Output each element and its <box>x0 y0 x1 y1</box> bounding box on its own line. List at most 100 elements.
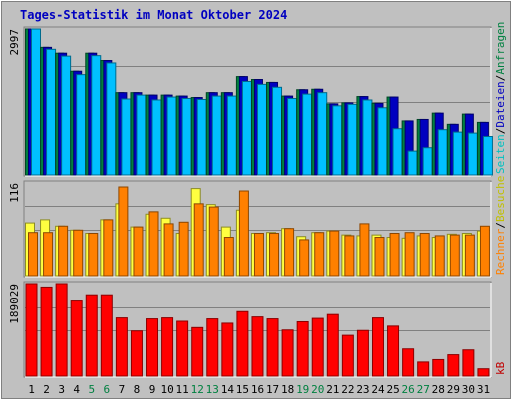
bar-kb-7 <box>115 317 128 377</box>
bar-rechner-26 <box>404 232 415 277</box>
bar-kb-16 <box>251 316 264 377</box>
legend-entry: Dateien <box>494 81 507 127</box>
bar-seiten-7 <box>121 98 132 176</box>
legend-bottom: kB <box>494 361 507 375</box>
legend-entry: / <box>494 222 507 229</box>
bar-rechner-21 <box>329 230 340 277</box>
bar-seiten-17 <box>272 86 283 176</box>
bar-seiten-1 <box>31 28 41 176</box>
bar-kb-30 <box>462 349 475 377</box>
bar-kb-27 <box>417 361 430 377</box>
bar-rechner-5 <box>88 233 99 277</box>
panel-bottom: 189029 kB <box>8 281 507 378</box>
x-tick-label-24: 24 <box>371 383 385 396</box>
x-tick-label-13: 13 <box>206 383 219 396</box>
bar-seiten-28 <box>437 129 448 176</box>
panel-middle: 116 Rechner/Besuche <box>8 176 507 278</box>
bar-seiten-24 <box>377 107 388 176</box>
bar-rechner-24 <box>374 237 385 277</box>
bar-rechner-25 <box>389 233 400 277</box>
x-tick-label-22: 22 <box>341 383 354 396</box>
x-tick-label-23: 23 <box>356 383 369 396</box>
bar-rechner-19 <box>299 239 310 277</box>
bar-rechner-16 <box>253 233 264 277</box>
bar-rechner-3 <box>58 225 69 277</box>
bar-kb-10 <box>161 317 174 377</box>
bar-seiten-23 <box>362 99 373 176</box>
x-axis-labels: 1 2 3 4 5 6 7 8 9 10 11 12 13 14 15 16 17 18 19 20 21 22 23 24 2… <box>28 383 490 396</box>
bar-rechner-11 <box>178 221 189 277</box>
bar-seiten-5 <box>91 55 102 176</box>
bar-kb-4 <box>70 300 83 377</box>
bar-kb-13 <box>206 318 219 377</box>
bar-rechner-22 <box>344 235 355 277</box>
bar-seiten-18 <box>287 98 298 176</box>
bar-seiten-11 <box>181 98 192 176</box>
x-tick-label-3: 3 <box>58 383 65 396</box>
legend-entry: Besuche <box>494 176 507 222</box>
bar-kb-3 <box>55 283 68 377</box>
bar-seiten-30 <box>467 132 478 176</box>
x-tick-label-27: 27 <box>417 383 430 396</box>
x-tick-label-1: 1 <box>28 383 35 396</box>
bar-kb-18 <box>281 329 294 377</box>
bar-kb-9 <box>146 318 159 377</box>
bar-kb-15 <box>236 310 249 377</box>
bar-seiten-14 <box>226 95 237 176</box>
bar-rechner-2 <box>43 232 54 277</box>
bar-rechner-9 <box>148 211 159 277</box>
bar-kb-26 <box>402 348 415 377</box>
x-tick-label-20: 20 <box>311 383 324 396</box>
y-max-label: 116 <box>8 183 21 203</box>
x-tick-label-5: 5 <box>88 383 95 396</box>
x-tick-label-30: 30 <box>462 383 475 396</box>
bar-rechner-17 <box>269 233 280 277</box>
bar-kb-24 <box>371 317 384 377</box>
bar-kb-21 <box>326 313 339 377</box>
y-max-label: 2997 <box>8 29 21 56</box>
bar-kb-28 <box>432 358 445 377</box>
bar-kb-1 <box>25 283 38 377</box>
legend-entry: Rechner <box>494 228 507 275</box>
legend-entry: / <box>494 128 507 135</box>
x-tick-label-7: 7 <box>119 383 126 396</box>
bar-seiten-8 <box>136 94 147 176</box>
x-tick-label-31: 31 <box>477 383 490 396</box>
bar-rechner-18 <box>284 228 295 277</box>
x-tick-label-25: 25 <box>386 383 399 396</box>
x-tick-label-15: 15 <box>236 383 249 396</box>
bar-kb-19 <box>296 320 309 377</box>
bar-kb-6 <box>100 294 113 377</box>
x-tick-label-6: 6 <box>104 383 111 396</box>
x-tick-label-14: 14 <box>221 383 235 396</box>
bar-seiten-13 <box>211 95 222 176</box>
bar-rechner-31 <box>479 225 490 277</box>
bar-seiten-19 <box>302 93 313 176</box>
x-tick-label-11: 11 <box>176 383 189 396</box>
bar-kb-25 <box>387 325 400 377</box>
bar-rechner-8 <box>133 226 144 277</box>
x-tick-label-29: 29 <box>447 383 460 396</box>
bar-kb-2 <box>40 286 53 377</box>
bar-seiten-3 <box>61 55 72 176</box>
x-tick-label-10: 10 <box>160 383 173 396</box>
bar-seiten-20 <box>317 92 328 176</box>
legend-entry: Seiten <box>494 134 507 174</box>
bar-rechner-27 <box>419 233 430 277</box>
x-tick-label-8: 8 <box>134 383 141 396</box>
legend-entry: / <box>494 75 507 82</box>
x-tick-label-21: 21 <box>326 383 339 396</box>
x-tick-label-19: 19 <box>296 383 309 396</box>
bar-rechner-29 <box>449 234 460 277</box>
bar-kb-22 <box>341 334 354 377</box>
bar-kb-14 <box>221 322 234 377</box>
bar-rechner-23 <box>359 223 370 277</box>
bar-rechner-20 <box>314 232 325 277</box>
bar-rechner-30 <box>464 234 475 277</box>
legend-entry: Anfragen <box>494 22 507 75</box>
bar-rechner-28 <box>434 235 445 277</box>
legend-top: Seiten/Dateien/Anfragen <box>494 22 507 174</box>
bar-seiten-6 <box>106 62 117 176</box>
